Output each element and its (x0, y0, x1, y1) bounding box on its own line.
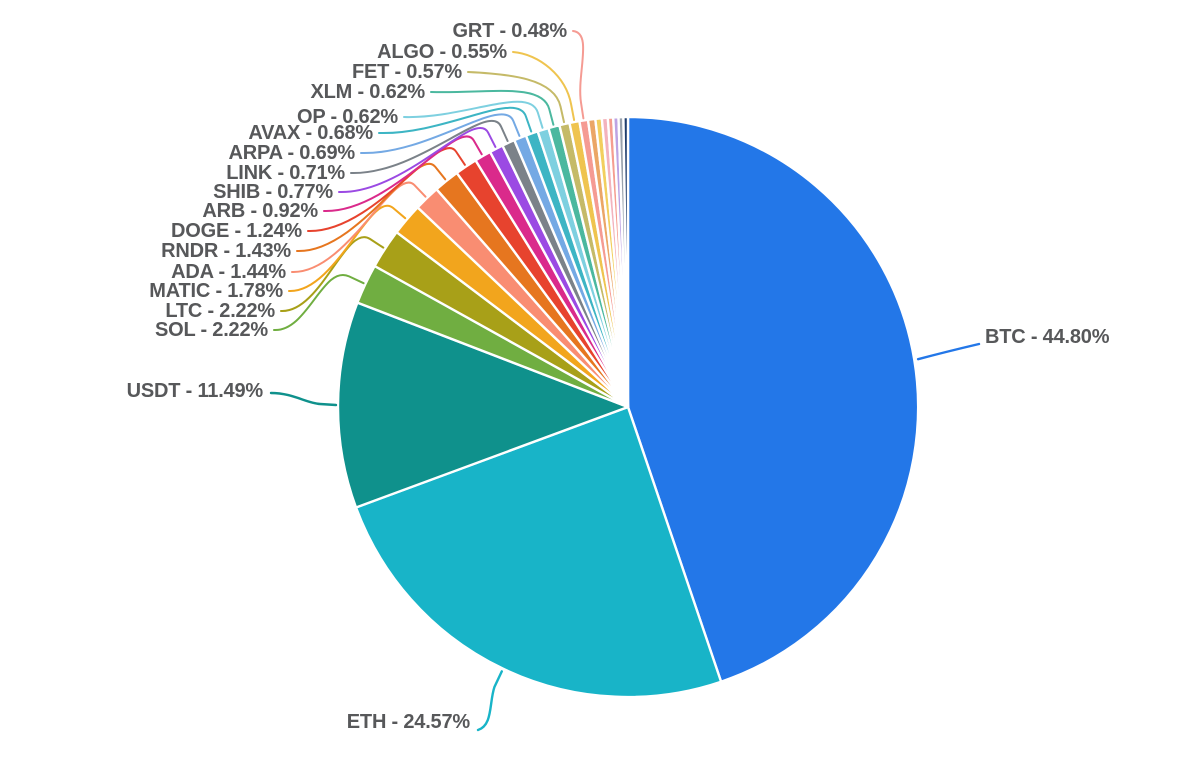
slice-label-rndr: RNDR - 1.43% (161, 240, 291, 262)
leader-line-algo (512, 51, 576, 121)
slice-label-arb: ARB - 0.92% (202, 200, 318, 222)
pie-slice-usdt[interactable] (336, 301, 630, 509)
leader-line-avax (378, 106, 533, 135)
pie-slice-btc[interactable] (626, 115, 920, 683)
slice-label-eth: ETH - 24.57% (347, 711, 471, 733)
leader-line-op (403, 100, 544, 129)
pie-slice-eth[interactable] (354, 405, 723, 699)
leader-line-usdt (269, 391, 338, 407)
slice-label-doge: DOGE - 1.24% (171, 220, 302, 242)
pie-slice-other-25[interactable] (622, 115, 630, 409)
leader-line-matic (288, 204, 407, 293)
slice-label-algo: ALGO - 0.55% (377, 41, 507, 63)
leader-line-xlm (430, 89, 555, 126)
leader-line-eth (476, 670, 503, 732)
leader-line-arpa (360, 113, 521, 155)
slice-label-sol: SOL - 2.22% (155, 319, 268, 341)
leader-line-rndr (296, 162, 447, 253)
leader-line-link (350, 119, 509, 175)
slice-label-fet: FET - 0.57% (352, 61, 462, 83)
slice-label-avax: AVAX - 0.68% (248, 122, 373, 144)
slice-label-shib: SHIB - 0.77% (213, 181, 333, 203)
leader-line-btc (916, 342, 981, 361)
slice-label-op: OP - 0.62% (297, 106, 398, 128)
leader-line-ltc (280, 236, 385, 313)
slice-label-arpa: ARPA - 0.69% (228, 142, 355, 164)
leader-line-grt (572, 30, 585, 120)
slice-label-ltc: LTC - 2.22% (165, 300, 275, 322)
leader-line-arb (323, 135, 483, 213)
leader-line-shib (338, 126, 497, 194)
slice-label-ada: ADA - 1.44% (171, 261, 286, 283)
slice-label-usdt: USDT - 11.49% (127, 380, 264, 402)
leader-line-sol (273, 273, 365, 332)
leader-line-doge (307, 147, 466, 233)
slice-label-btc: BTC - 44.80% (985, 326, 1110, 348)
leader-line-ada (291, 181, 427, 274)
leader-line-fet (467, 71, 565, 124)
slice-label-link: LINK - 0.71% (226, 162, 345, 184)
slice-label-xlm: XLM - 0.62% (311, 81, 426, 103)
slice-label-matic: MATIC - 1.78% (149, 280, 283, 302)
slice-label-grt: GRT - 0.48% (453, 20, 568, 42)
